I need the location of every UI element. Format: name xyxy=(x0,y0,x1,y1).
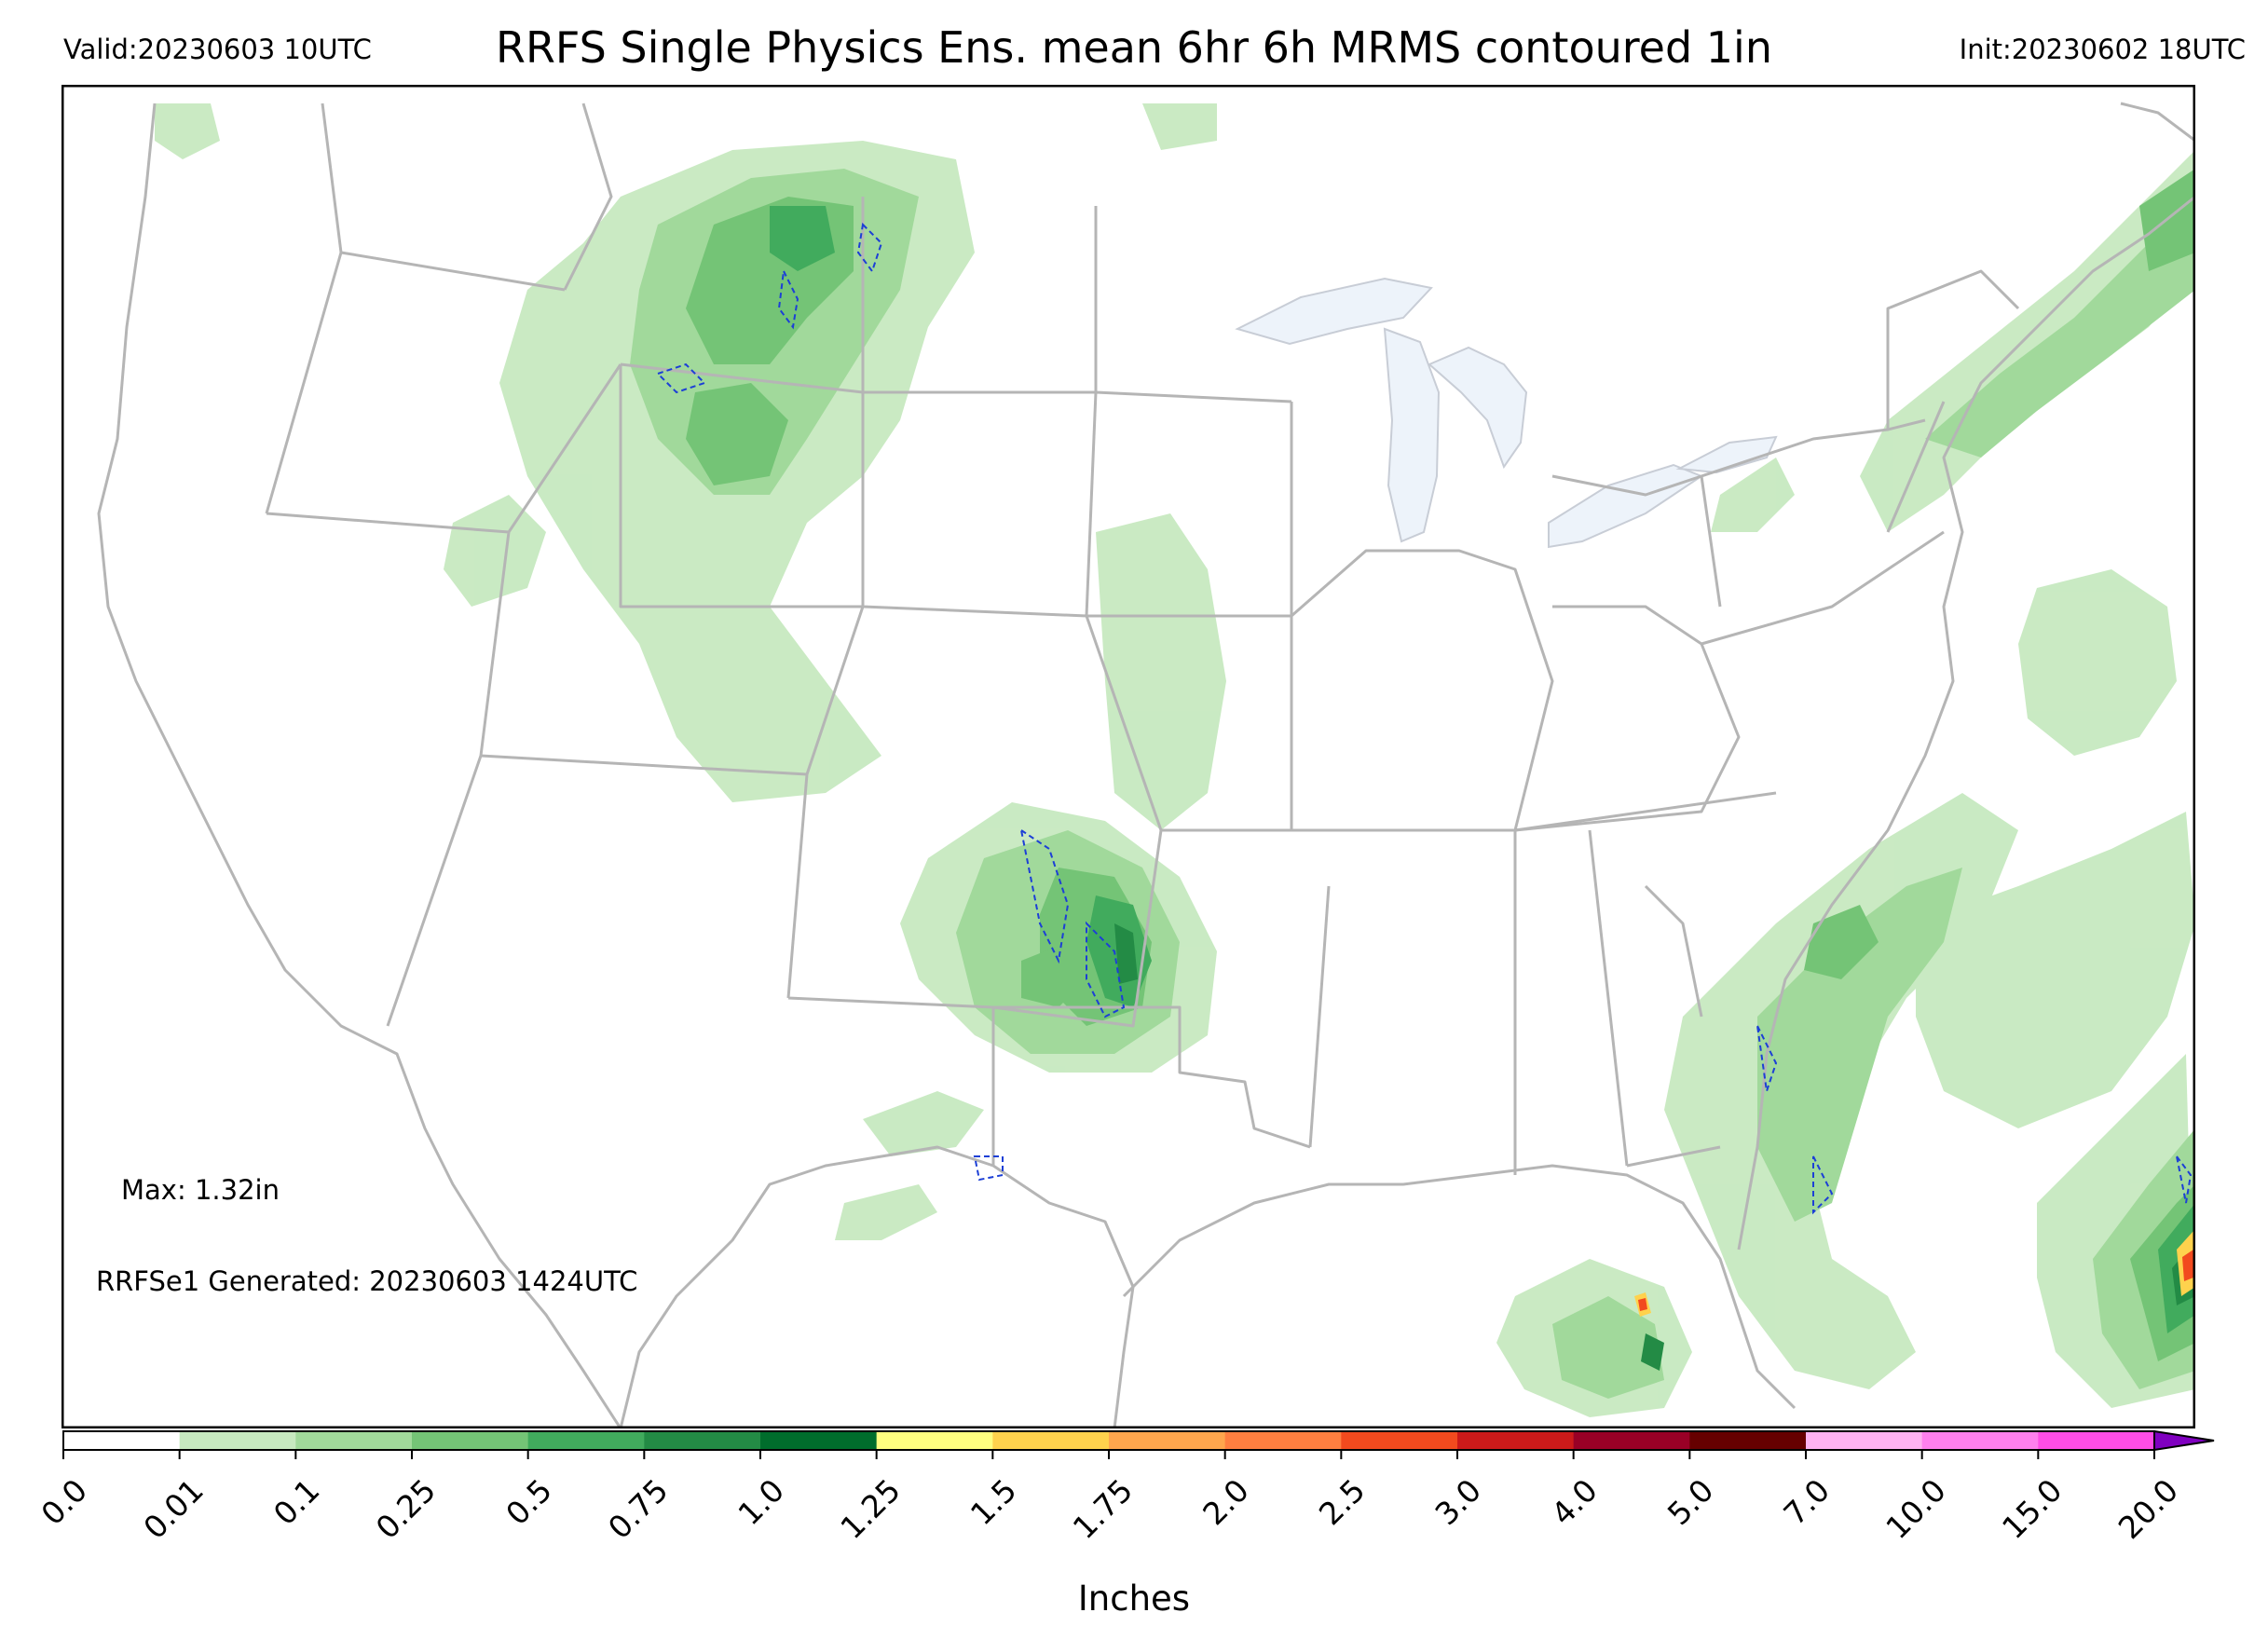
colorbar-swatch xyxy=(2038,1431,2155,1450)
valid-time-label: Valid:20230603 10UTC xyxy=(63,34,372,65)
colorbar-tick-label: 0.25 xyxy=(369,1472,444,1547)
colorbar-swatches xyxy=(62,1429,2215,1452)
precip-shading xyxy=(155,103,2195,1417)
colorbar-tick-label: 1.25 xyxy=(833,1472,908,1547)
colorbar-tick-label: 0.75 xyxy=(601,1472,676,1547)
colorbar-label: Inches xyxy=(1077,1578,1191,1619)
colorbar-tick-label: 20.0 xyxy=(2111,1472,2186,1547)
colorbar-swatch xyxy=(1573,1431,1690,1450)
colorbar-tick-label: 0.01 xyxy=(136,1472,211,1547)
colorbar-tick-label: 4.0 xyxy=(1544,1472,1605,1533)
generated-time-label: RRFSe1 Generated: 20230603 1424UTC xyxy=(96,1265,638,1297)
colorbar-tick-label: 10.0 xyxy=(1879,1472,1953,1547)
colorbar-tick-label: 1.0 xyxy=(731,1472,792,1533)
max-value-label: Max: 1.32in xyxy=(121,1174,280,1206)
colorbar-swatch xyxy=(992,1431,1110,1450)
colorbar-swatch xyxy=(412,1431,529,1450)
colorbar-tick-label: 1.75 xyxy=(1066,1472,1141,1547)
map-title: RRFS Single Physics Ens. mean 6hr 6h MRM… xyxy=(496,22,1772,73)
colorbar-swatch xyxy=(1457,1431,1575,1450)
colorbar-tick-label: 3.0 xyxy=(1428,1472,1489,1533)
colorbar-tick-label: 15.0 xyxy=(1995,1472,2070,1547)
colorbar-swatch xyxy=(1224,1431,1342,1450)
great-lakes xyxy=(1235,277,1778,549)
precip-map xyxy=(61,85,2195,1428)
colorbar-tick-label: 1.5 xyxy=(963,1472,1024,1533)
colorbar-swatch xyxy=(63,1431,181,1450)
colorbar-swatch xyxy=(527,1431,645,1450)
mrms-1in-contours xyxy=(656,222,2193,1215)
colorbar-tick-label: 0.0 xyxy=(34,1472,95,1533)
colorbar-tick-label: 0.5 xyxy=(499,1472,559,1533)
colorbar-outline xyxy=(62,1430,2155,1451)
colorbar-tick-label: 7.0 xyxy=(1777,1472,1838,1533)
borders xyxy=(97,102,2195,1428)
colorbar-extend-arrow xyxy=(2153,1429,2215,1452)
colorbar-swatch xyxy=(1341,1431,1458,1450)
colorbar-tick-label: 2.5 xyxy=(1312,1472,1373,1533)
colorbar-tick-label: 0.1 xyxy=(266,1472,327,1533)
colorbar-swatch xyxy=(760,1431,878,1450)
colorbar-swatch xyxy=(295,1431,413,1450)
colorbar-swatch xyxy=(1109,1431,1226,1450)
colorbar-ticks: 0.0 0.01 0.1 0.25 0.5 0.75 1.0 1.25 1.5 1.75 2.0 2.… xyxy=(34,1450,2186,1547)
colorbar-tick-label: 5.0 xyxy=(1660,1472,1721,1533)
colorbar-swatch xyxy=(876,1431,993,1450)
colorbar-swatch xyxy=(1921,1431,2039,1450)
colorbar-swatch xyxy=(1806,1431,1923,1450)
init-time-label: Init:20230602 18UTC xyxy=(1959,34,2246,65)
colorbar-tick-label: 2.0 xyxy=(1195,1472,1256,1533)
colorbar-swatch xyxy=(644,1431,761,1450)
colorbar-swatch xyxy=(1689,1431,1807,1450)
colorbar-swatch xyxy=(179,1431,296,1450)
